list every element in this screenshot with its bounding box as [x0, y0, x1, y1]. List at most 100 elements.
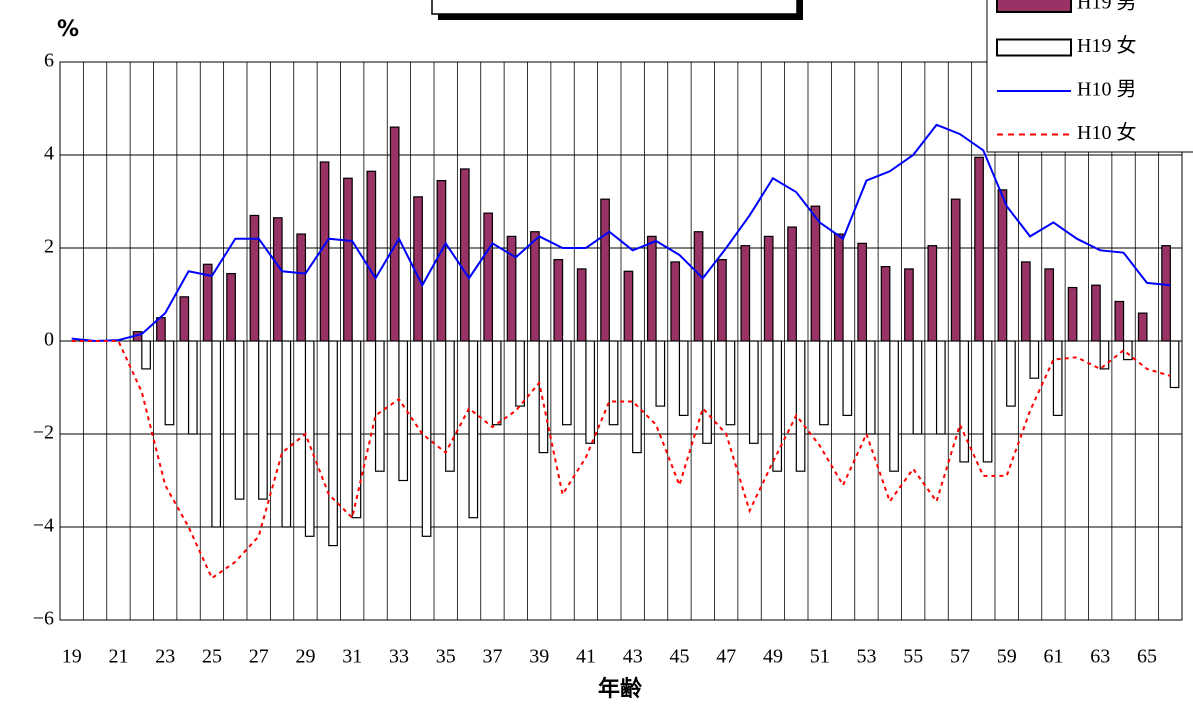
bar	[912, 340, 923, 435]
x-tick-label: 39	[529, 646, 549, 668]
bar	[997, 189, 1008, 342]
bar	[538, 340, 549, 454]
bar	[1099, 340, 1110, 370]
bar	[1137, 312, 1148, 342]
x-tick-label: 49	[763, 646, 783, 668]
bar	[304, 340, 315, 537]
bar	[748, 340, 759, 444]
bar	[655, 340, 666, 407]
bar	[1006, 340, 1016, 407]
bar	[1091, 284, 1101, 342]
bar	[842, 340, 853, 417]
x-tick-label: 59	[997, 646, 1017, 668]
legend-label: H19 女	[1077, 34, 1136, 57]
legend-label: H10 男	[1077, 79, 1136, 101]
bar	[319, 161, 330, 342]
bar	[1029, 340, 1040, 379]
bar	[857, 242, 868, 342]
bar	[506, 235, 517, 342]
bar	[249, 214, 260, 342]
bar	[468, 340, 479, 519]
bar	[1067, 286, 1078, 342]
bar	[935, 340, 946, 435]
legend-label: H10 女	[1077, 121, 1136, 144]
bar	[389, 126, 400, 342]
bar	[281, 340, 292, 528]
y-tick-label: 4	[44, 143, 54, 165]
bar	[904, 268, 914, 342]
bar	[974, 156, 984, 342]
x-tick-label: 51	[810, 646, 830, 668]
y-tick-label: 2	[44, 236, 54, 258]
bar	[226, 272, 236, 342]
bar	[608, 340, 619, 426]
bar	[1122, 340, 1133, 361]
bar	[445, 340, 455, 472]
bar	[530, 231, 540, 342]
y-tick-label: −4	[33, 515, 54, 537]
bar	[576, 268, 587, 342]
bar	[141, 340, 151, 370]
bar	[740, 245, 751, 342]
bar	[772, 340, 783, 472]
bar	[296, 233, 307, 342]
bar	[600, 198, 610, 342]
line	[71, 340, 1171, 580]
legend-swatch	[996, 38, 1072, 57]
x-tick-label: 21	[108, 646, 128, 668]
bar	[1052, 340, 1063, 417]
x-tick-label: 57	[950, 646, 970, 668]
bar	[179, 296, 190, 342]
bar	[693, 231, 704, 342]
bar	[1169, 340, 1180, 389]
x-axis-label: 年齢	[598, 676, 643, 702]
bar	[787, 226, 797, 342]
x-tick-label: 31	[342, 646, 362, 668]
bar	[483, 212, 494, 342]
bar	[950, 198, 961, 342]
bar	[927, 245, 938, 342]
bar	[343, 177, 353, 342]
bar	[1161, 245, 1171, 342]
bar	[328, 340, 338, 547]
bar	[561, 340, 572, 426]
y-tick-label: −6	[33, 608, 54, 630]
x-tick-label: 47	[716, 646, 736, 668]
bar	[585, 340, 596, 444]
bar	[670, 261, 681, 342]
x-tick-label: 27	[249, 646, 269, 668]
legend-swatch	[996, 0, 1072, 13]
bar	[959, 340, 970, 463]
bar	[702, 340, 712, 444]
bar	[810, 205, 821, 342]
legend: H19 男 H19 女 H10 男 H10 女	[986, 0, 1193, 153]
bar	[1044, 268, 1055, 342]
bar	[1114, 300, 1125, 342]
bar	[491, 340, 502, 426]
title-box	[431, 0, 798, 15]
plot-area	[59, 61, 1183, 621]
bar	[678, 340, 689, 417]
x-tick-label: 41	[576, 646, 596, 668]
bar	[725, 340, 736, 426]
bar	[164, 340, 175, 426]
bar	[258, 340, 268, 500]
x-tick-label: 53	[856, 646, 876, 668]
bar	[880, 266, 891, 342]
bar	[515, 340, 525, 407]
bar	[459, 168, 470, 342]
x-tick-label: 23	[155, 646, 175, 668]
bar	[351, 340, 362, 519]
bar	[982, 340, 993, 463]
bar	[211, 340, 222, 528]
bar	[623, 270, 634, 342]
bar	[366, 170, 377, 342]
line	[71, 123, 1171, 343]
x-tick-label: 33	[389, 646, 409, 668]
bar	[717, 259, 727, 342]
y-tick-label: 6	[44, 50, 54, 72]
bar	[819, 340, 829, 426]
bar	[553, 259, 564, 342]
x-tick-label: 37	[482, 646, 502, 668]
x-tick-label: 61	[1043, 646, 1063, 668]
